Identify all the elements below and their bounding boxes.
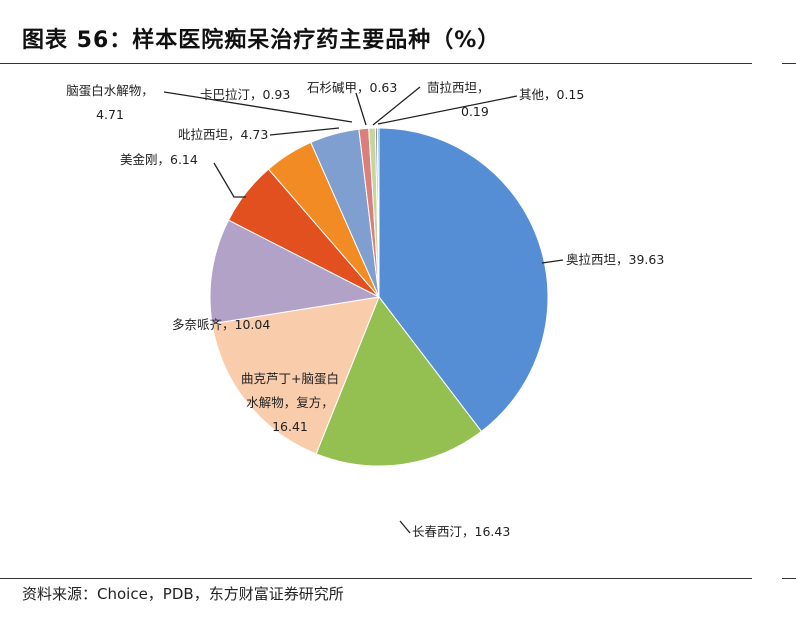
page-title: 图表 56：样本医院痴呆治疗药主要品种（%） xyxy=(22,28,501,53)
pie-chart: 奥拉西坦，39.63 长春西汀，16.43 曲克芦丁+脑蛋白水解物，复方， 16.41… xyxy=(66,80,664,539)
leader-line-3 xyxy=(269,127,340,136)
bottom-rule xyxy=(0,578,752,579)
pie-slices xyxy=(209,127,549,467)
data-label-0: 奥拉西坦，39.63 xyxy=(566,252,664,267)
data-label-line: 0.19 xyxy=(461,104,489,119)
pie-slice-2 xyxy=(211,296,380,455)
data-label-line: 16.41 xyxy=(272,419,308,434)
leader-line-1 xyxy=(399,520,411,534)
leader-line-5 xyxy=(355,92,367,126)
data-label-1: 长春西汀，16.43 xyxy=(412,524,510,539)
data-label-6: 脑蛋白水解物， 4.71 xyxy=(66,83,154,122)
leader-line-7 xyxy=(377,95,518,125)
top-rule xyxy=(0,63,752,64)
pie-slice-3 xyxy=(209,219,381,325)
data-label-line: 4.71 xyxy=(96,107,124,122)
leader-line-4 xyxy=(163,91,353,123)
leader-line-6 xyxy=(372,86,421,126)
bottom-rule-right xyxy=(782,578,796,579)
source-note: 资料来源：Choice，PDB，东方财富证券研究所 xyxy=(22,585,344,603)
data-label-7: 卡巴拉汀，0.93 xyxy=(200,87,290,102)
data-label-line: 曲克芦丁+脑蛋白 xyxy=(241,371,339,386)
pie-slice-1 xyxy=(315,295,483,467)
pie-slice-10 xyxy=(376,127,380,298)
data-label-9: 茴拉西坦， 0.19 xyxy=(427,80,490,119)
leader-line-0 xyxy=(541,259,564,264)
data-label-line: 茴拉西坦， xyxy=(427,80,490,95)
data-label-line: 脑蛋白水解物， xyxy=(66,83,154,98)
top-rule-right xyxy=(782,63,796,64)
pie-slice-0 xyxy=(378,127,549,433)
data-label-5: 吡拉西坦，4.73 xyxy=(178,127,268,142)
data-labels: 奥拉西坦，39.63 长春西汀，16.43 曲克芦丁+脑蛋白水解物，复方， 16.41… xyxy=(66,80,664,539)
data-label-4: 美金刚，6.14 xyxy=(120,152,198,167)
data-label-3: 多奈哌齐，10.04 xyxy=(172,317,270,332)
data-label-8: 石杉碱甲，0.63 xyxy=(307,80,397,95)
leader-lines xyxy=(163,86,564,534)
data-label-10: 其他，0.15 xyxy=(519,87,584,102)
data-label-2: 曲克芦丁+脑蛋白水解物，复方， 16.41 xyxy=(241,371,339,434)
data-label-line: 水解物，复方， xyxy=(246,395,334,410)
leader-line-2 xyxy=(213,162,246,198)
